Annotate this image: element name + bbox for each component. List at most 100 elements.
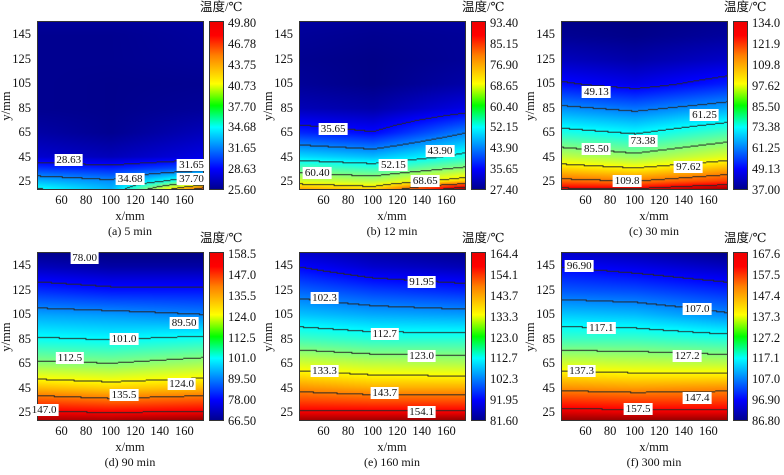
colorbar-tick-label: 93.40: [490, 16, 519, 30]
colorbar: [471, 21, 486, 190]
y-tick-label: 85: [18, 100, 32, 115]
x-tick-label: 160: [174, 424, 194, 438]
panel-caption: (a) 5 min: [108, 224, 152, 238]
y-tick-label: 65: [18, 125, 32, 140]
x-tick-label: 100: [101, 424, 121, 438]
contour-label: 96.90: [564, 260, 594, 273]
x-tick-label: 120: [649, 193, 669, 207]
colorbar: [733, 21, 748, 190]
contour-label: 147.0: [29, 403, 59, 416]
colorbar: [733, 252, 748, 421]
y-tick-label: 25: [542, 174, 556, 189]
colorbar-tick-label: 35.65: [490, 162, 519, 177]
y-axis-label: y/mm: [523, 91, 537, 121]
x-tick-label: 100: [363, 424, 383, 438]
contour-label: 43.90: [425, 144, 455, 157]
colorbar-tick-label: 40.73: [228, 78, 257, 93]
y-tick-label: 65: [542, 125, 556, 140]
contour-label: 154.1: [407, 406, 436, 419]
colorbar-title: 温度/℃: [200, 231, 243, 245]
panel-caption: (b) 12 min: [366, 224, 418, 238]
x-tick-label: 140: [674, 424, 694, 438]
y-tick-label: 45: [280, 149, 294, 164]
x-tick-label: 60: [317, 193, 330, 207]
x-tick-label: 60: [55, 424, 68, 438]
x-tick-label: 80: [341, 424, 355, 438]
contour-label: 91.95: [407, 276, 436, 289]
colorbar-tick-label: 102.3: [490, 372, 519, 387]
contour-label: 112.5: [55, 352, 85, 365]
colorbar-tick-label: 143.7: [490, 288, 519, 303]
x-tick-label: 140: [150, 193, 170, 207]
y-tick-label: 145: [12, 27, 31, 42]
contour-label: 112.7: [370, 327, 399, 340]
y-axis-label: y/mm: [261, 91, 275, 121]
colorbar-tick-label: 147.0: [228, 267, 257, 282]
contour-plot: 49.13 61.25 73.38 85.50 97.62 109.8: [561, 21, 728, 190]
contour-label: 124.0: [167, 378, 197, 391]
y-axis-label: y/mm: [0, 91, 13, 121]
contour-label: 89.50: [169, 316, 199, 329]
colorbar: [471, 252, 486, 421]
colorbar-title: 温度/℃: [462, 231, 505, 245]
y-tick-label: 25: [280, 174, 294, 189]
x-tick-label: 60: [55, 193, 68, 207]
x-axis-label: x/mm: [639, 440, 669, 454]
chart-panel: 28.63 34.68 31.65 37.70 25 45 65 85 105 125 145 60 8…: [0, 0, 262, 238]
x-tick-label: 120: [125, 193, 145, 207]
contour-plot: 78.00 89.50 101.0 112.5 124.0 135.5 147.0: [29, 251, 204, 421]
y-tick-label: 125: [12, 282, 31, 297]
y-tick-label: 25: [18, 405, 32, 420]
panel-caption: (c) 30 min: [629, 224, 679, 238]
colorbar-tick-label: 134.0: [752, 16, 781, 30]
x-tick-label: 80: [603, 193, 617, 207]
contour-label: 73.38: [628, 134, 658, 147]
y-tick-label: 85: [280, 100, 294, 115]
y-tick-label: 105: [12, 76, 31, 91]
y-tick-label: 105: [274, 307, 293, 322]
contour-label: 157.5: [623, 402, 653, 415]
colorbar-tick-label: 49.13: [752, 162, 781, 177]
colorbar-tick-label: 43.75: [228, 57, 257, 72]
x-tick-label: 60: [579, 424, 592, 438]
y-tick-label: 125: [536, 51, 555, 66]
colorbar-tick-label: 112.5: [228, 330, 256, 345]
y-axis-label: y/mm: [0, 322, 13, 352]
x-axis-label: x/mm: [377, 209, 407, 223]
colorbar-tick-label: 137.3: [752, 309, 781, 324]
contour-label: 101.0: [109, 332, 139, 345]
y-tick-label: 45: [542, 149, 556, 164]
y-axis-label: y/mm: [261, 322, 275, 352]
chart-panel: 35.65 43.90 52.15 60.40 68.65 25 45 65 85 105 125 1…: [261, 0, 524, 238]
x-tick-label: 100: [363, 193, 383, 207]
y-tick-label: 25: [280, 405, 294, 420]
y-tick-label: 105: [12, 307, 31, 322]
y-tick-label: 125: [536, 282, 555, 297]
y-tick-label: 145: [274, 27, 293, 42]
x-tick-label: 80: [79, 424, 93, 438]
y-tick-label: 25: [542, 405, 556, 420]
colorbar-title: 温度/℃: [462, 0, 505, 14]
chart-panel: 78.00 89.50 101.0 112.5 124.0 135.5 147.0 25 45 6…: [0, 231, 262, 469]
y-axis-label: y/mm: [523, 322, 537, 352]
colorbar-tick-label: 133.3: [490, 309, 519, 324]
colorbar-tick-label: 85.15: [490, 36, 519, 51]
y-tick-label: 85: [18, 331, 32, 346]
y-tick-label: 145: [536, 258, 555, 273]
x-tick-label: 80: [79, 193, 93, 207]
y-tick-label: 145: [12, 258, 31, 273]
contour-label: 147.4: [682, 391, 712, 404]
colorbar-tick-label: 85.50: [752, 99, 781, 114]
colorbar-tick-label: 112.7: [490, 351, 518, 366]
y-tick-label: 65: [280, 125, 294, 140]
colorbar-tick-label: 49.80: [228, 16, 257, 30]
x-tick-label: 160: [436, 193, 456, 207]
colorbar-tick-label: 25.60: [228, 183, 257, 197]
y-tick-label: 125: [274, 51, 293, 66]
chart-panel: 96.90 107.0 117.1 127.2 137.3 147.4 157.5 25 45 6…: [523, 231, 784, 469]
x-tick-label: 100: [101, 193, 121, 207]
x-tick-label: 140: [674, 193, 694, 207]
y-tick-label: 105: [536, 76, 555, 91]
contour-label: 31.65: [177, 159, 206, 172]
contour-plot: 28.63 34.68 31.65 37.70: [37, 21, 206, 190]
